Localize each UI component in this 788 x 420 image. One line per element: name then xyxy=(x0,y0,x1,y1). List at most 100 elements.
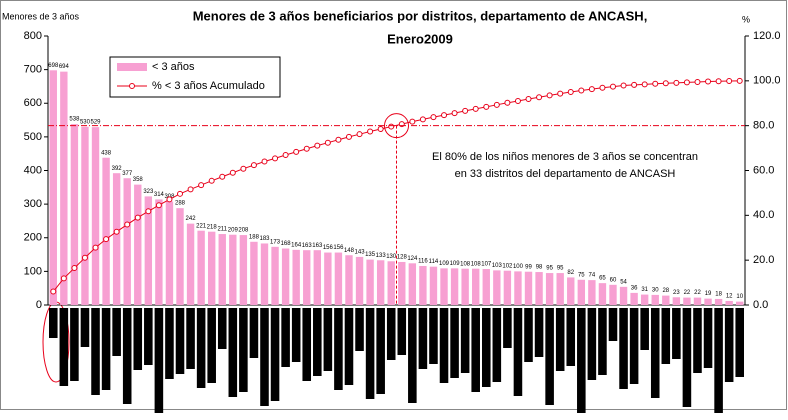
bar xyxy=(123,178,131,305)
cumulative-marker xyxy=(367,128,374,135)
bar xyxy=(545,273,554,305)
bar xyxy=(345,255,353,305)
bar xyxy=(493,270,501,305)
legend-swatch xyxy=(117,63,147,71)
bar-value-label: 31 xyxy=(641,287,648,293)
decoration-bar xyxy=(418,308,428,369)
cumulative-marker xyxy=(694,78,701,85)
decoration-bar xyxy=(524,308,533,362)
bar-value-label: 107 xyxy=(481,262,492,268)
bar-value-label: 211 xyxy=(217,227,227,233)
bar xyxy=(303,250,311,305)
bar-value-label: 529 xyxy=(91,120,102,126)
cumulative-marker xyxy=(113,228,120,235)
decoration-bar xyxy=(365,308,375,399)
bar-value-label: 12 xyxy=(726,294,733,300)
bar-value-label: 28 xyxy=(662,288,669,294)
cumulative-marker xyxy=(578,87,585,94)
bar xyxy=(683,297,691,305)
bar xyxy=(482,269,490,305)
decoration-bar xyxy=(608,308,618,341)
bar-value-label: 538 xyxy=(69,117,80,123)
bar xyxy=(218,234,226,305)
bar-value-label: 392 xyxy=(112,166,123,172)
y-axis-label: Menores de 3 años xyxy=(2,11,80,21)
cumulative-marker xyxy=(419,116,426,123)
bar-value-label: 109 xyxy=(450,261,461,267)
bar xyxy=(81,126,89,305)
decoration-bar xyxy=(186,308,195,369)
bar-value-label: 168 xyxy=(281,241,292,247)
cumulative-marker xyxy=(155,202,162,209)
decoration-bar xyxy=(386,308,396,360)
bar xyxy=(60,71,68,305)
bar xyxy=(651,294,659,305)
cumulative-marker xyxy=(599,84,606,91)
decoration-bar xyxy=(672,308,681,359)
bar-value-label: 208 xyxy=(238,228,249,234)
decoration-bar xyxy=(175,308,185,374)
bar xyxy=(260,243,269,305)
bar-value-label: 209 xyxy=(228,227,239,233)
bar-value-label: 74 xyxy=(589,273,596,279)
decoration-bar xyxy=(577,308,586,413)
cumulative-marker xyxy=(303,145,310,152)
decoration-bar xyxy=(59,308,69,386)
bar-value-label: 163 xyxy=(312,243,323,249)
bar-value-label: 75 xyxy=(578,272,585,278)
cumulative-marker xyxy=(377,126,384,133)
cumulative-marker xyxy=(557,90,564,97)
bar-value-label: 100 xyxy=(513,264,524,270)
y-tick-label: 700 xyxy=(24,64,42,76)
cumulative-marker xyxy=(92,244,99,251)
bar-value-label: 694 xyxy=(59,64,70,70)
decoration-bar xyxy=(481,308,491,387)
decoration-bar xyxy=(91,308,100,395)
decoration-bar xyxy=(460,308,470,373)
bar-value-label: 135 xyxy=(365,252,376,258)
decoration-bar xyxy=(313,308,322,376)
cumulative-marker xyxy=(272,155,279,162)
legend-label: < 3 años xyxy=(152,61,195,73)
decoration-bar xyxy=(70,308,79,381)
cumulative-marker xyxy=(145,208,152,215)
bar xyxy=(662,295,670,305)
decoration-bar xyxy=(355,308,364,351)
y-tick-label: 500 xyxy=(24,131,42,143)
cumulative-marker xyxy=(124,221,131,228)
decoration-bar xyxy=(450,308,459,378)
cumulative-marker xyxy=(631,81,638,88)
cumulative-marker xyxy=(514,98,521,105)
y2-tick-label: 120.0 xyxy=(753,30,781,42)
decoration-bar xyxy=(165,308,174,379)
cumulative-marker xyxy=(726,78,733,85)
bar xyxy=(524,271,533,305)
decoration-bar xyxy=(724,308,734,382)
cumulative-marker xyxy=(219,173,226,180)
bar xyxy=(398,261,406,305)
decoration-bar xyxy=(534,308,544,357)
bar-value-label: 163 xyxy=(302,243,313,249)
decoration-bar xyxy=(154,308,164,413)
bar xyxy=(176,208,184,305)
annotation: en 33 distritos del departamento de ANCA… xyxy=(455,168,676,180)
decoration-bar xyxy=(640,308,649,350)
decoration-bar xyxy=(703,308,713,368)
cumulative-marker xyxy=(715,78,722,85)
bar-value-label: 109 xyxy=(439,261,450,267)
bar-value-label: 54 xyxy=(620,279,627,285)
decoration-bar xyxy=(397,308,407,355)
bar-value-label: 148 xyxy=(344,248,355,254)
decoration-bar xyxy=(735,308,744,377)
decoration-bar xyxy=(323,308,333,371)
cumulative-marker xyxy=(60,275,67,282)
bar-value-label: 130 xyxy=(386,254,397,260)
bar-value-label: 98 xyxy=(536,265,543,271)
bar xyxy=(567,277,575,305)
cumulative-marker xyxy=(261,158,268,165)
bar-value-label: 288 xyxy=(175,201,186,207)
bar-value-label: 22 xyxy=(684,290,691,296)
bar-value-label: 95 xyxy=(546,266,553,272)
bar xyxy=(70,124,79,305)
